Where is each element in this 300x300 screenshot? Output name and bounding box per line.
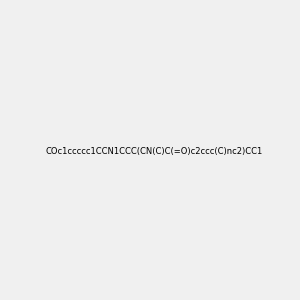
Text: COc1ccccc1CCN1CCC(CN(C)C(=O)c2ccc(C)nc2)CC1: COc1ccccc1CCN1CCC(CN(C)C(=O)c2ccc(C)nc2)… <box>45 147 262 156</box>
